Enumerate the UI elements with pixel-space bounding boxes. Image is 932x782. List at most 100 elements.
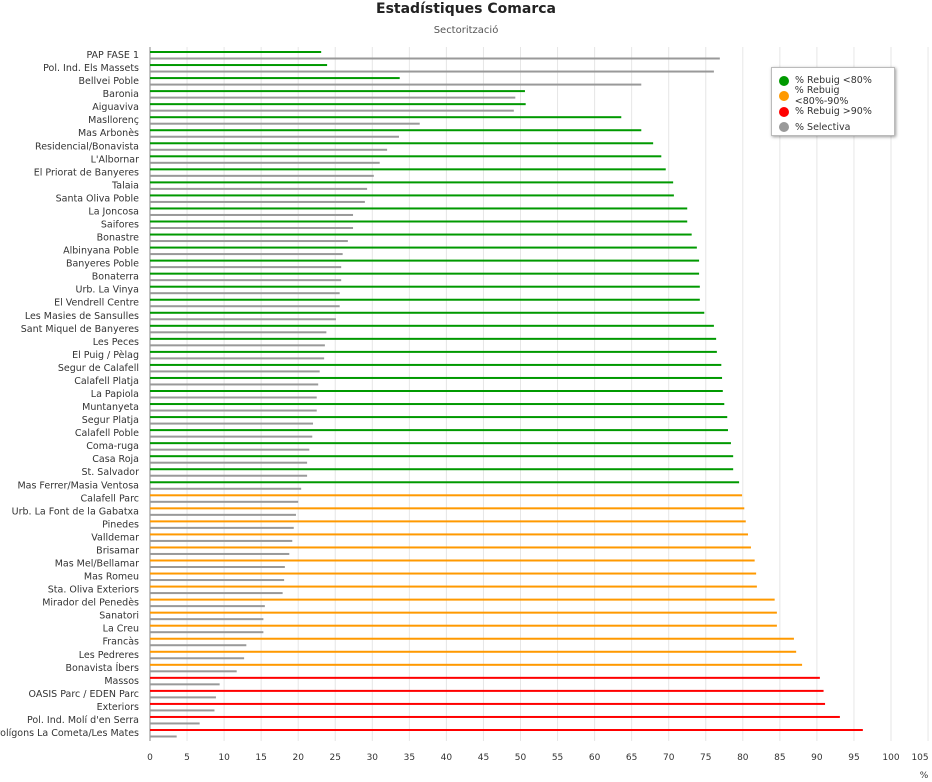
rebuig-bar[interactable] [150,429,728,432]
selectiva-bar[interactable] [150,409,317,412]
rebuig-bar[interactable] [150,624,777,627]
selectiva-bar[interactable] [150,422,314,425]
selectiva-bar[interactable] [150,135,399,138]
rebuig-bar[interactable] [150,702,826,705]
legend-item-rebuig-low[interactable]: % Rebuig <80% [779,73,894,89]
selectiva-bar[interactable] [150,318,336,321]
rebuig-bar[interactable] [150,142,654,145]
selectiva-bar[interactable] [150,370,320,373]
rebuig-bar[interactable] [150,324,714,327]
rebuig-bar[interactable] [150,311,705,314]
rebuig-bar[interactable] [150,272,700,275]
selectiva-bar[interactable] [150,331,327,334]
selectiva-bar[interactable] [150,174,374,177]
selectiva-bar[interactable] [150,592,283,595]
rebuig-bar[interactable] [150,533,748,536]
selectiva-bar[interactable] [150,240,348,243]
rebuig-bar[interactable] [150,481,740,484]
rebuig-bar[interactable] [150,90,525,93]
selectiva-bar[interactable] [150,396,317,399]
selectiva-bar[interactable] [150,357,325,360]
selectiva-bar[interactable] [150,109,514,112]
rebuig-bar[interactable] [150,390,723,392]
rebuig-bar[interactable] [150,494,743,497]
selectiva-bar[interactable] [150,631,264,634]
selectiva-bar[interactable] [150,513,296,516]
selectiva-bar[interactable] [150,253,343,256]
rebuig-bar[interactable] [150,442,731,445]
rebuig-bar[interactable] [150,611,777,614]
rebuig-bar[interactable] [150,51,322,53]
selectiva-bar[interactable] [150,605,265,608]
rebuig-bar[interactable] [150,663,803,666]
selectiva-bar[interactable] [150,292,340,295]
selectiva-bar[interactable] [150,148,388,151]
rebuig-bar[interactable] [150,298,700,301]
rebuig-bar[interactable] [150,689,824,692]
rebuig-bar[interactable] [150,259,700,262]
rebuig-bar[interactable] [150,520,746,523]
rebuig-bar[interactable] [150,585,757,588]
rebuig-bar[interactable] [150,129,642,132]
rebuig-bar[interactable] [150,207,688,210]
selectiva-bar[interactable] [150,435,313,438]
rebuig-bar[interactable] [150,403,725,406]
selectiva-bar[interactable] [150,266,342,269]
selectiva-bar[interactable] [150,735,177,738]
selectiva-bar[interactable] [150,200,365,203]
selectiva-bar[interactable] [150,57,720,60]
rebuig-bar[interactable] [150,416,728,419]
legend-item-selectiva[interactable]: % Selectiva [779,120,894,136]
selectiva-bar[interactable] [150,526,294,529]
rebuig-bar[interactable] [150,676,820,679]
rebuig-bar[interactable] [150,363,722,366]
selectiva-bar[interactable] [150,96,516,99]
selectiva-bar[interactable] [150,566,285,568]
selectiva-bar[interactable] [150,227,354,229]
rebuig-bar[interactable] [150,285,700,288]
rebuig-bar[interactable] [150,572,757,575]
rebuig-bar[interactable] [150,77,400,80]
selectiva-bar[interactable] [150,187,368,190]
rebuig-bar[interactable] [150,650,797,653]
selectiva-bar[interactable] [150,448,310,451]
selectiva-bar[interactable] [150,500,299,503]
rebuig-bar[interactable] [150,455,734,458]
rebuig-bar[interactable] [150,729,863,731]
legend-item-rebuig-mid[interactable]: % Rebuig <80%-90% [779,85,894,107]
rebuig-bar[interactable] [150,220,688,223]
rebuig-bar[interactable] [150,637,794,640]
selectiva-bar[interactable] [150,709,215,712]
rebuig-bar[interactable] [150,116,622,119]
rebuig-bar[interactable] [150,155,662,158]
rebuig-bar[interactable] [150,546,751,549]
selectiva-bar[interactable] [150,539,293,542]
rebuig-bar[interactable] [150,559,755,562]
selectiva-bar[interactable] [150,474,308,477]
selectiva-bar[interactable] [150,579,285,582]
rebuig-bar[interactable] [150,103,526,106]
selectiva-bar[interactable] [150,618,264,621]
selectiva-bar[interactable] [150,722,200,725]
selectiva-bar[interactable] [150,657,245,660]
selectiva-bar[interactable] [150,696,216,699]
rebuig-bar[interactable] [150,507,745,510]
selectiva-bar[interactable] [150,383,319,386]
selectiva-bar[interactable] [150,83,642,86]
selectiva-bar[interactable] [150,487,302,490]
rebuig-bar[interactable] [150,194,674,197]
selectiva-bar[interactable] [150,305,340,308]
selectiva-bar[interactable] [150,461,308,464]
rebuig-bar[interactable] [150,350,717,353]
rebuig-bar[interactable] [150,598,775,601]
rebuig-bar[interactable] [150,337,717,340]
rebuig-bar[interactable] [150,376,723,379]
selectiva-bar[interactable] [150,683,220,686]
rebuig-bar[interactable] [150,246,697,249]
rebuig-bar[interactable] [150,64,328,67]
selectiva-bar[interactable] [150,122,420,125]
selectiva-bar[interactable] [150,644,247,647]
rebuig-bar[interactable] [150,181,674,184]
rebuig-bar[interactable] [150,168,666,171]
selectiva-bar[interactable] [150,670,237,673]
